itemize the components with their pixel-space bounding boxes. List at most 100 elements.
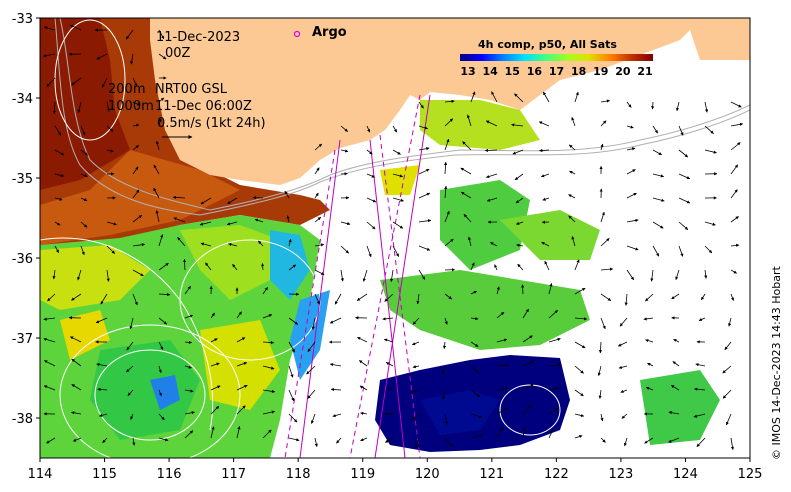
current-vector-arrow — [668, 437, 680, 443]
current-vector-arrow — [97, 387, 108, 391]
current-vector-arrow — [568, 215, 576, 223]
current-vector-arrow — [172, 195, 186, 199]
current-vector-arrow — [624, 293, 628, 306]
current-vector-arrow — [132, 166, 139, 175]
current-vector-arrow — [418, 219, 432, 223]
current-vector-arrow — [647, 362, 654, 367]
current-vector-arrow — [262, 287, 268, 295]
current-vector-arrow — [262, 429, 272, 439]
current-vector-arrow — [515, 221, 524, 225]
y-tick-label: -36 — [12, 252, 33, 267]
current-vector-arrow — [484, 148, 498, 153]
current-vector-arrow — [362, 269, 368, 282]
current-vector-arrow — [444, 293, 452, 300]
current-vector-arrow — [77, 101, 82, 113]
current-vector-arrow — [512, 149, 524, 155]
current-vector-arrow — [69, 24, 82, 31]
current-vector-arrow — [704, 101, 709, 113]
current-vector-arrow — [626, 218, 639, 223]
current-vector-arrow — [645, 339, 654, 343]
current-vector-arrow — [670, 384, 680, 391]
current-vector-arrow — [696, 437, 706, 447]
current-vector-arrow — [470, 341, 479, 348]
current-vector-arrow — [199, 221, 212, 226]
current-vector-arrow — [132, 123, 140, 127]
current-vector-arrow — [643, 317, 654, 321]
x-tick-label: 120 — [415, 467, 440, 482]
current-vector-arrow — [387, 387, 394, 391]
current-vector-arrow — [210, 362, 220, 367]
current-vector-arrow — [72, 437, 82, 442]
current-vector-arrow — [496, 427, 503, 439]
current-vector-arrow — [626, 147, 636, 151]
current-vector-arrow — [47, 293, 56, 302]
current-vector-arrow — [651, 101, 655, 110]
bathymetry-contours — [54, 18, 750, 216]
current-vector-arrow — [153, 187, 160, 199]
current-vector-arrow — [71, 293, 82, 301]
current-vector-arrow — [288, 389, 295, 402]
current-vector-arrow — [597, 365, 602, 377]
current-vector-arrow — [730, 122, 744, 127]
current-vector-arrow — [288, 365, 294, 378]
current-vector-arrow — [730, 189, 738, 199]
current-vector-arrow — [43, 317, 56, 321]
x-tick-label: 116 — [157, 467, 182, 482]
current-vector-arrow — [340, 149, 349, 153]
current-vector-arrow — [314, 243, 325, 247]
current-vector-arrow — [158, 317, 168, 325]
current-vector-arrow — [673, 338, 680, 343]
current-vector-arrow — [462, 141, 472, 151]
current-vector-arrow — [574, 365, 584, 374]
current-vector-arrow — [704, 149, 717, 154]
date-label: 11-Dec-2023 — [156, 30, 241, 45]
current-vector-arrow — [522, 426, 526, 439]
current-vector-arrow — [416, 293, 420, 305]
scale-label: 0.5m/s (1kt 24h) — [157, 116, 266, 131]
current-vector-arrow — [470, 434, 483, 439]
current-vector-arrow — [158, 118, 162, 127]
current-vector-arrow — [71, 384, 82, 391]
current-vector-arrow — [463, 213, 472, 223]
current-vector-arrow — [392, 125, 398, 133]
current-vector-arrow — [418, 147, 430, 151]
current-vector-arrow — [730, 164, 739, 175]
x-tick-label: 117 — [221, 467, 246, 482]
current-vector-arrow — [496, 338, 508, 343]
current-vector-arrow — [730, 437, 735, 451]
colorbar-title: 4h comp, p50, All Sats — [478, 38, 617, 51]
current-vector-arrow — [366, 245, 372, 258]
current-vector-arrow — [54, 221, 61, 226]
current-vector-arrow — [205, 262, 212, 271]
x-tick-label: 123 — [608, 467, 633, 482]
current-vector-arrow — [357, 336, 368, 343]
current-vector-arrow — [52, 101, 56, 115]
colorbar-tick-label: 18 — [571, 65, 586, 78]
current-vector-arrow — [548, 283, 553, 295]
current-vector-arrow — [704, 221, 716, 226]
current-vector-arrow — [262, 389, 276, 393]
current-vector-arrow — [517, 263, 524, 271]
current-vector-arrow — [80, 173, 88, 178]
current-vector-arrow — [210, 405, 220, 415]
current-vector-arrow — [619, 317, 628, 327]
current-vector-arrow — [568, 194, 576, 199]
current-vector-arrow — [700, 293, 706, 301]
current-vector-arrow — [444, 161, 448, 175]
current-vector-arrow — [725, 413, 732, 426]
current-vector-arrow — [598, 341, 603, 354]
current-vector-arrow — [261, 263, 265, 271]
current-vector-arrow — [623, 437, 628, 447]
current-vector-arrow — [340, 269, 344, 282]
y-tick-label: -38 — [12, 412, 33, 427]
current-vector-arrow — [600, 413, 604, 422]
current-vector-arrow — [106, 269, 110, 282]
current-vector-arrow — [600, 99, 611, 103]
current-vector-arrow — [626, 245, 639, 251]
colorbar-tick-label: 21 — [637, 65, 652, 78]
current-vector-arrow — [184, 285, 191, 295]
current-vector-arrow — [569, 144, 576, 151]
current-vector-arrow — [385, 362, 394, 367]
current-vector-arrow — [130, 53, 134, 65]
current-vector-arrow — [200, 197, 212, 205]
